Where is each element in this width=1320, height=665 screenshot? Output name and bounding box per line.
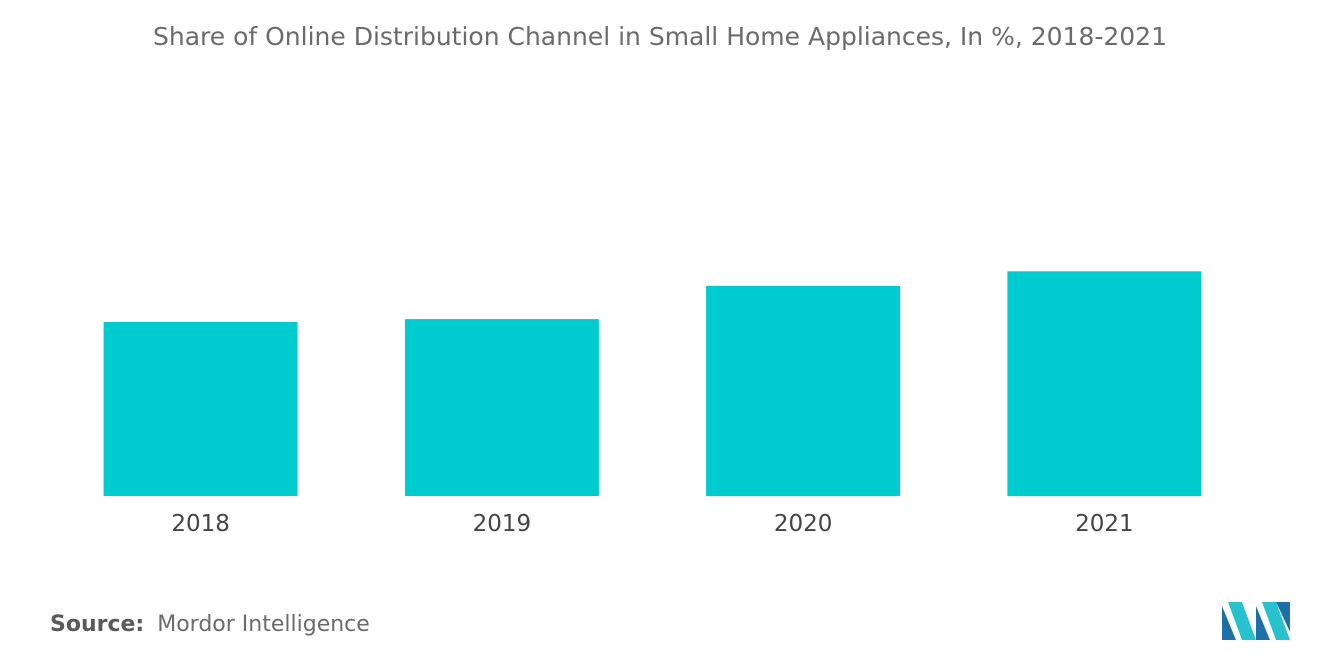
- x-tick-label-2021: 2021: [1075, 511, 1134, 537]
- x-tick-label-2020: 2020: [774, 511, 833, 537]
- x-tick-label-2019: 2019: [473, 511, 532, 537]
- mordor-intelligence-logo-icon: [1222, 602, 1290, 640]
- bar-chart: 2018 2019 2020 2021: [103, 271, 1202, 537]
- bar-2021: [1007, 271, 1202, 497]
- bar-2018: [103, 322, 298, 496]
- source-note: Source: Mordor Intelligence: [50, 612, 370, 637]
- source-label: Source:: [50, 612, 145, 637]
- x-axis-ticks: 2018 2019 2020 2021: [171, 511, 1133, 537]
- bars-group: [103, 271, 1202, 497]
- bar-2020: [706, 285, 901, 497]
- source-value: Mordor Intelligence: [157, 612, 370, 637]
- x-tick-label-2018: 2018: [171, 511, 230, 537]
- chart-title: Share of Online Distribution Channel in …: [152, 22, 1167, 51]
- bar-2019: [404, 319, 599, 496]
